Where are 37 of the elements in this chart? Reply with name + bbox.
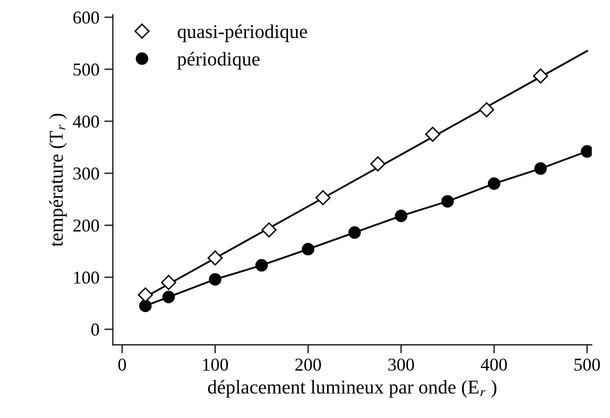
point <box>425 126 440 142</box>
y-tick-label: 100 <box>74 272 99 284</box>
point <box>534 162 547 175</box>
x-axis-title: déplacement lumineux par onde (E$_{r}$ ) <box>208 380 496 398</box>
point <box>255 259 268 272</box>
point <box>532 68 548 84</box>
y-axis-title: température (T$_{r}$ ) <box>49 114 67 247</box>
x-tick-label: 500 <box>574 358 600 371</box>
x-tick-label: 300 <box>388 358 414 371</box>
point <box>580 145 592 158</box>
point <box>261 222 277 238</box>
x-tick-label: 200 <box>295 358 321 371</box>
legend-label: périodique <box>177 52 260 70</box>
y-tick-label: 500 <box>74 63 99 76</box>
point <box>348 226 361 239</box>
point <box>161 274 176 290</box>
point <box>162 290 175 304</box>
point <box>479 102 494 118</box>
point <box>302 242 314 256</box>
y-tick-label: 0 <box>91 324 99 336</box>
legend-label: quasi-périodique <box>178 24 308 42</box>
point <box>208 250 223 266</box>
point <box>315 190 331 206</box>
y-tick-label: 600 <box>73 11 99 24</box>
y-tick-label: 300 <box>73 167 99 180</box>
x-tick-label: 100 <box>203 358 228 371</box>
x-tick-label: 0 <box>118 358 126 371</box>
point <box>208 273 222 286</box>
y-tick-label: 400 <box>72 115 99 128</box>
point <box>394 210 408 222</box>
point <box>488 177 500 190</box>
point <box>139 300 152 312</box>
y-tick-label: 200 <box>73 220 99 232</box>
point <box>370 156 386 172</box>
point <box>441 195 454 208</box>
x-tick-label: 400 <box>480 358 507 371</box>
point <box>138 287 153 302</box>
